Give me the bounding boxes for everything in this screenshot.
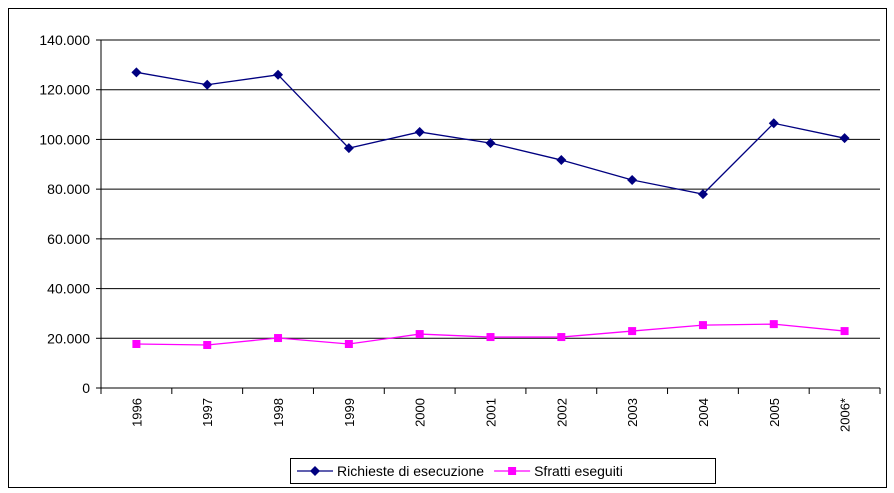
data-point xyxy=(344,340,353,349)
data-point xyxy=(415,330,424,339)
x-tick-label: 1998 xyxy=(271,398,286,427)
y-tick-label: 80.000 xyxy=(47,181,90,197)
data-point xyxy=(274,334,283,343)
legend-box xyxy=(290,458,716,484)
data-point xyxy=(343,143,354,154)
data-point xyxy=(203,340,212,349)
legend-label: Richieste di esecuzione xyxy=(337,463,484,479)
data-point xyxy=(132,340,141,349)
data-point xyxy=(273,69,284,80)
data-point xyxy=(839,133,850,144)
y-tick-label: 60.000 xyxy=(47,231,90,247)
legend-label: Sfratti eseguiti xyxy=(534,463,623,479)
data-point xyxy=(840,327,849,336)
data-point xyxy=(697,189,708,200)
x-tick-label: 2002 xyxy=(554,398,569,427)
data-point xyxy=(414,126,425,137)
data-point xyxy=(202,79,213,90)
y-tick-label: 0 xyxy=(82,380,90,396)
x-tick-label: 1996 xyxy=(129,398,144,427)
y-tick-label: 100.000 xyxy=(39,131,90,147)
y-tick-label: 140.000 xyxy=(39,32,90,48)
y-tick-label: 120.000 xyxy=(39,82,90,98)
legend: Richieste di esecuzione Sfratti eseguiti xyxy=(290,458,716,484)
x-tick-label: 2000 xyxy=(413,398,428,427)
data-point xyxy=(627,174,638,185)
y-tick-label: 20.000 xyxy=(47,330,90,346)
legend-marker xyxy=(508,467,517,475)
x-tick-label: 2006* xyxy=(838,398,853,432)
x-tick-label: 1999 xyxy=(342,398,357,427)
x-tick-label: 2005 xyxy=(767,398,782,427)
data-point xyxy=(768,118,779,129)
data-point xyxy=(557,333,566,342)
data-point xyxy=(486,333,495,342)
legend-marker xyxy=(310,466,320,476)
data-point xyxy=(628,327,637,336)
data-point xyxy=(485,138,496,149)
chart-border xyxy=(8,8,887,488)
y-tick-label: 40.000 xyxy=(47,281,90,297)
x-tick-label: 2003 xyxy=(625,398,640,427)
data-point xyxy=(556,155,567,166)
data-point xyxy=(769,320,778,329)
data-point xyxy=(698,321,707,330)
x-tick-label: 1997 xyxy=(200,398,215,427)
x-tick-label: 2004 xyxy=(696,398,711,427)
data-point xyxy=(131,67,142,78)
x-tick-label: 2001 xyxy=(484,398,499,427)
